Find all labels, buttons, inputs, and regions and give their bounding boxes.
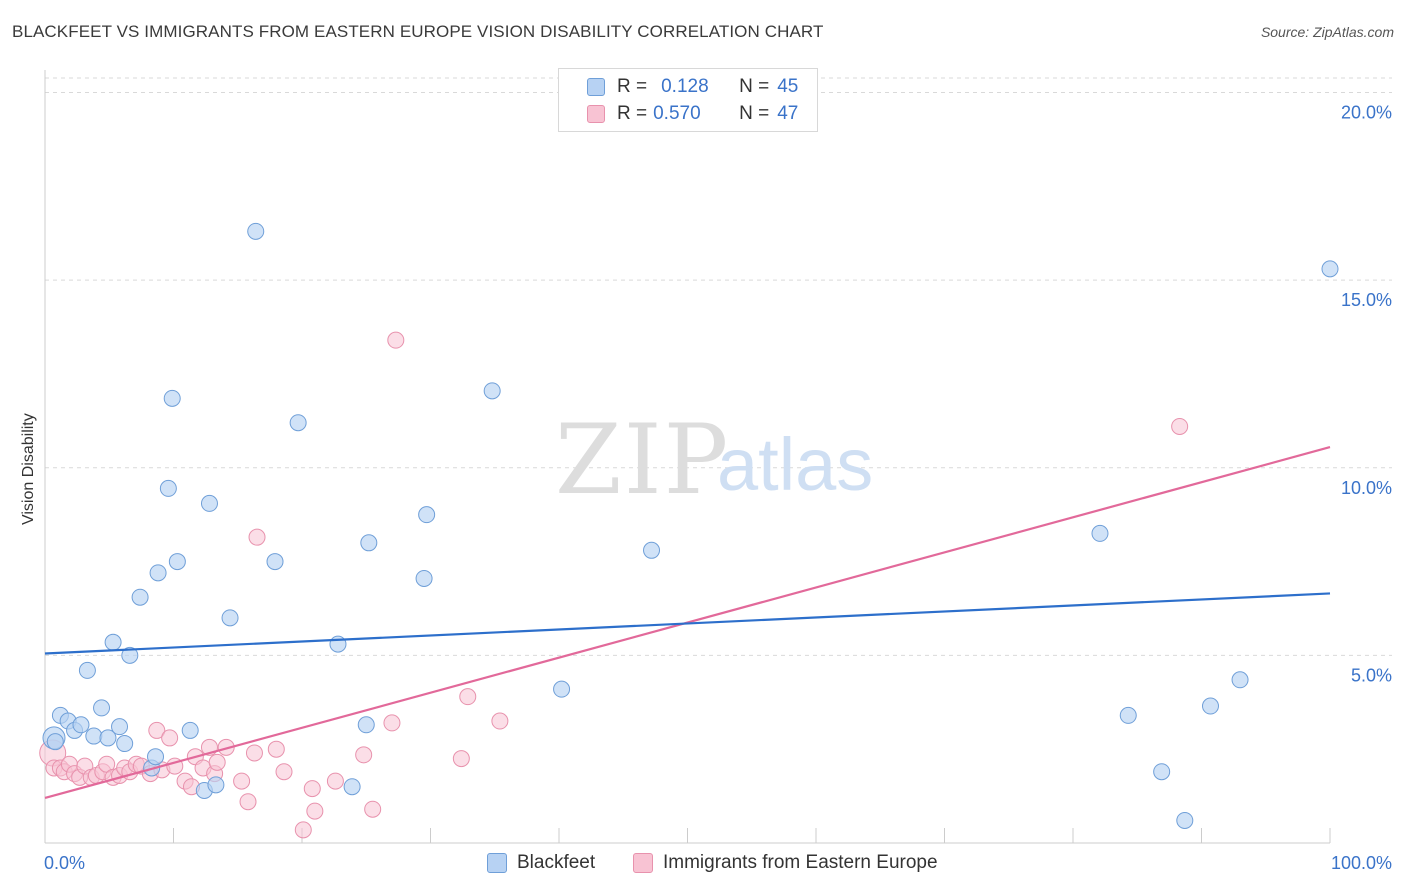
legend-row-blackfeet: R = 0.128 N = 45 — [587, 74, 798, 100]
legend-n-value: 45 — [777, 76, 799, 97]
legend-swatch-pink — [587, 105, 605, 123]
source-label: Source: ZipAtlas.com — [1260, 24, 1394, 40]
point-blackfeet — [159, 479, 177, 497]
point-immigrants — [248, 528, 266, 546]
legend-r-label: R = — [617, 103, 648, 124]
point-blackfeet — [418, 506, 436, 524]
gridlines — [45, 77, 1392, 656]
point-blackfeet — [116, 735, 134, 753]
series-immigrants-points — [39, 331, 1189, 839]
point-blackfeet — [1091, 524, 1109, 542]
point-blackfeet — [168, 553, 186, 571]
point-blackfeet — [181, 721, 199, 739]
point-immigrants — [383, 714, 401, 732]
point-immigrants — [452, 750, 470, 768]
point-blackfeet — [221, 609, 239, 627]
point-blackfeet — [131, 588, 149, 606]
point-immigrants — [267, 740, 285, 758]
point-immigrants — [306, 802, 324, 820]
point-blackfeet — [289, 414, 307, 432]
legend-n-label: N = — [739, 103, 770, 124]
point-blackfeet — [72, 716, 90, 734]
watermark-atlas: atlas — [717, 423, 873, 506]
legend-r-value: 0.570 — [653, 103, 701, 124]
trend-lines — [44, 446, 1331, 800]
bottom-legend-immigrants: Immigrants from Eastern Europe — [633, 852, 938, 874]
point-blackfeet — [93, 699, 111, 717]
point-immigrants — [491, 712, 509, 730]
point-blackfeet — [149, 564, 167, 582]
chart-title: BLACKFEET VS IMMIGRANTS FROM EASTERN EUR… — [12, 22, 824, 41]
y-tick-label: 10.0% — [1341, 478, 1392, 498]
watermark-zip: ZIP — [555, 404, 730, 516]
point-blackfeet — [643, 541, 661, 559]
legend: R = 0.128 N = 45 R = 0.570 N = 47 — [558, 68, 818, 132]
y-tick-label: 20.0% — [1341, 103, 1392, 123]
point-blackfeet — [104, 633, 122, 651]
point-immigrants — [233, 772, 251, 790]
point-blackfeet — [85, 727, 103, 745]
point-blackfeet — [415, 569, 433, 587]
legend-r-value: 0.128 — [661, 76, 709, 97]
point-blackfeet — [1231, 671, 1249, 689]
point-blackfeet — [163, 389, 181, 407]
point-blackfeet — [1119, 706, 1137, 724]
point-blackfeet — [78, 661, 96, 679]
point-blackfeet — [266, 553, 284, 571]
bottom-legend-label-blackfeet: Blackfeet — [517, 852, 596, 873]
point-blackfeet — [207, 776, 225, 794]
point-immigrants — [303, 780, 321, 798]
point-blackfeet — [200, 494, 218, 512]
bottom-legend-swatch-blue — [487, 853, 507, 873]
series-blackfeet-points — [42, 222, 1339, 829]
point-blackfeet — [553, 680, 571, 698]
watermark: ZIP atlas — [555, 404, 873, 516]
bottom-legend-blackfeet: Blackfeet — [487, 852, 595, 874]
point-blackfeet — [1201, 697, 1219, 715]
legend-n-value: 47 — [777, 103, 799, 124]
point-blackfeet — [360, 534, 378, 552]
point-immigrants — [148, 721, 166, 739]
point-immigrants — [239, 793, 257, 811]
point-immigrants — [161, 729, 179, 747]
legend-n-label: N = — [739, 76, 770, 97]
point-blackfeet — [343, 778, 361, 796]
point-blackfeet — [147, 748, 165, 766]
x-tick-label-min: 0.0% — [44, 853, 85, 873]
y-axis-label: Vision Disability — [20, 413, 37, 525]
point-immigrants — [208, 753, 226, 771]
legend-row-immigrants: R = 0.570 N = 47 — [587, 101, 798, 127]
point-blackfeet — [1176, 811, 1194, 829]
point-blackfeet — [357, 716, 375, 734]
point-immigrants — [294, 821, 312, 839]
point-immigrants — [387, 331, 405, 349]
point-blackfeet — [1321, 260, 1339, 278]
point-immigrants — [245, 744, 263, 762]
bottom-legend-swatch-pink — [633, 853, 653, 873]
point-blackfeet — [1153, 763, 1171, 781]
point-blackfeet — [121, 646, 139, 664]
bottom-legend-label-immigrants: Immigrants from Eastern Europe — [663, 852, 938, 873]
point-immigrants — [364, 800, 382, 818]
point-immigrants — [459, 688, 477, 706]
y-tick-label: 15.0% — [1341, 290, 1392, 310]
point-blackfeet — [247, 222, 265, 240]
point-blackfeet — [46, 733, 64, 751]
trend-line-blackfeet — [44, 592, 1331, 655]
point-blackfeet — [111, 718, 129, 736]
y-tick-labels: 5.0% 10.0% 15.0% 20.0% — [1341, 103, 1392, 686]
x-tick-label-max: 100.0% — [1331, 853, 1392, 873]
point-immigrants — [326, 772, 344, 790]
y-tick-label: 5.0% — [1351, 665, 1392, 685]
point-immigrants — [1171, 417, 1189, 435]
legend-r-label: R = — [617, 76, 648, 97]
point-blackfeet — [99, 729, 117, 747]
legend-swatch-blue — [587, 78, 605, 96]
point-immigrants — [355, 746, 373, 764]
point-blackfeet — [483, 382, 501, 400]
point-immigrants — [275, 763, 293, 781]
x-tick-labels: 0.0% 100.0% — [44, 853, 1392, 873]
